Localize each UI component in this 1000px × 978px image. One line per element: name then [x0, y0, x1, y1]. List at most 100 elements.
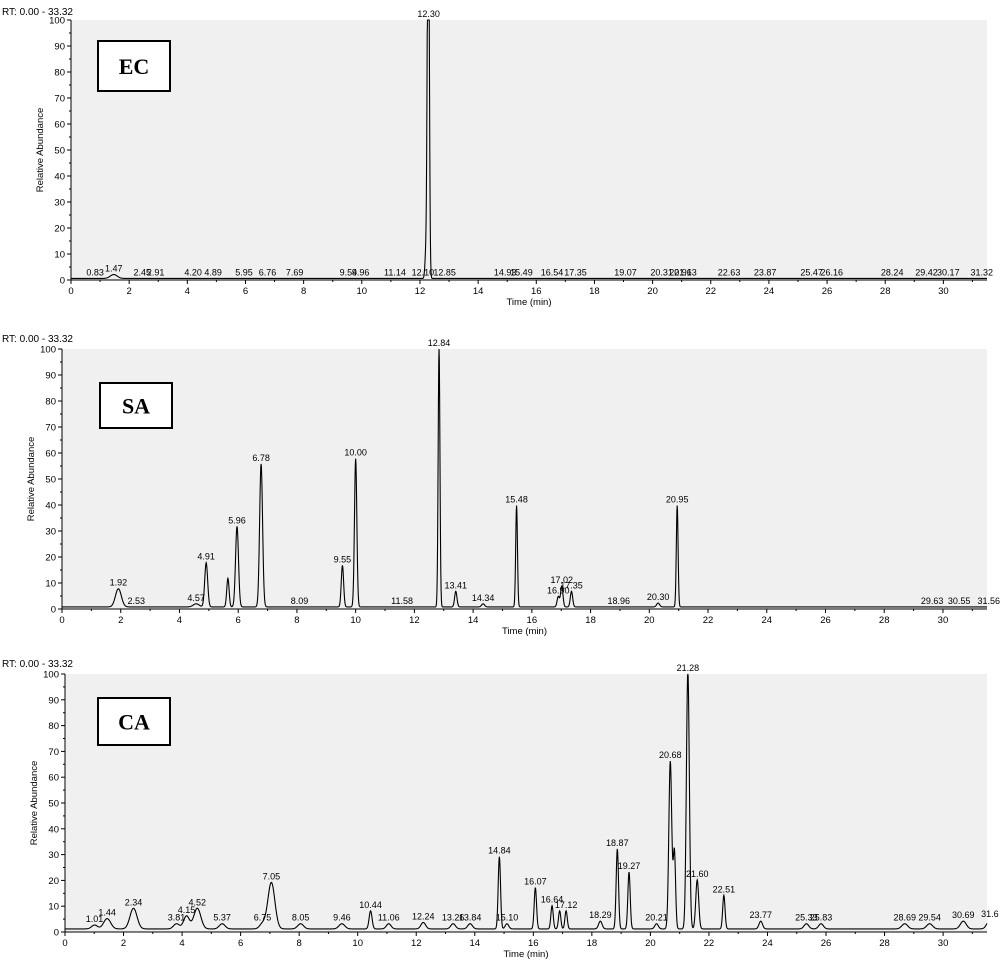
y-tick-label: 0 [60, 276, 65, 287]
peak-label: 11.14 [384, 267, 406, 277]
peak-label: 4.20 [184, 267, 202, 277]
x-tick-label: 28 [880, 286, 891, 297]
y-tick-label: 50 [54, 146, 65, 157]
peak-label: 3.81 [168, 913, 186, 923]
y-tick-label: 90 [48, 695, 59, 706]
x-tick-label: 4 [179, 938, 184, 949]
peak-label: 1.01 [86, 914, 104, 924]
peak-label: 23.77 [749, 910, 772, 920]
x-tick-label: 20 [645, 938, 656, 949]
peak-label: 9.46 [333, 913, 351, 923]
peak-label: 16.54 [541, 267, 564, 277]
peak-label: 14.93 [494, 267, 517, 277]
peak-label: 4.57 [187, 593, 205, 603]
peak-label: 14.34 [472, 593, 495, 603]
x-tick-label: 0 [62, 938, 67, 949]
peak-label: 14.84 [488, 846, 511, 856]
peak-label: 29.42 [915, 267, 938, 277]
peak-label: 2.91 [147, 267, 165, 277]
peak-label: 5.95 [235, 267, 253, 277]
peak-label: 12.84 [428, 338, 451, 348]
peak-label: 11.58 [391, 596, 413, 606]
x-tick-label: 10 [357, 286, 368, 297]
y-tick-label: 60 [45, 449, 56, 460]
peak-label: 2.45 [133, 267, 151, 277]
peak-label: 22.51 [713, 884, 736, 894]
x-tick-label: 14 [468, 615, 479, 626]
x-tick-label: 12 [415, 286, 426, 297]
peak-label: 4.15 [178, 905, 196, 915]
x-tick-label: 2 [127, 286, 132, 297]
y-tick-label: 60 [54, 120, 65, 131]
peak-label: 15.49 [510, 267, 533, 277]
y-tick-label: 50 [45, 475, 56, 486]
peak-label: 28.24 [881, 267, 904, 277]
peak-label: 18.96 [607, 596, 630, 606]
x-tick-label: 24 [764, 286, 775, 297]
x-tick-label: 12 [411, 938, 422, 949]
peak-label: 1.44 [98, 908, 116, 918]
y-tick-label: 90 [54, 42, 65, 53]
peak-label: 23.87 [754, 267, 777, 277]
y-tick-label: 40 [48, 824, 59, 835]
x-tick-label: 8 [301, 286, 306, 297]
peak-label: 25.83 [810, 913, 833, 923]
chromatogram-trace [71, 19, 987, 279]
x-axis-label: Time (min) [506, 297, 551, 308]
rt-range-label: RT: 0.00 - 33.32 [2, 7, 73, 18]
x-tick-label: 30 [938, 938, 949, 949]
peak-label: 29.63 [921, 596, 944, 606]
peak-label: 7.05 [263, 871, 281, 881]
y-tick-label: 10 [45, 579, 56, 590]
x-tick-label: 0 [68, 286, 73, 297]
chromatogram-trace [65, 673, 988, 930]
peak-label: 17.35 [560, 580, 583, 590]
peak-label: 15.48 [505, 495, 528, 505]
peak-label: 8.09 [291, 596, 309, 606]
x-tick-label: 22 [703, 615, 714, 626]
y-tick-label: 50 [48, 799, 59, 810]
peak-label: 20.31 [650, 267, 673, 277]
peak-label: 8.05 [292, 913, 310, 923]
peak-label: 10.44 [359, 900, 382, 910]
peak-label: 30.69 [952, 910, 975, 920]
rt-range-label: RT: 0.00 - 33.32 [2, 334, 73, 345]
peak-label: 20.95 [666, 495, 689, 505]
peak-label: 20.21 [645, 913, 668, 923]
x-tick-label: 10 [350, 615, 361, 626]
chromatogram-trace [62, 348, 987, 608]
peak-label: 5.37 [213, 913, 231, 923]
x-tick-label: 16 [527, 615, 538, 626]
peak-label: 20.68 [659, 750, 682, 760]
peak-label: 6.78 [252, 453, 270, 463]
peak-label: 30.17 [937, 267, 960, 277]
peak-label: 7.69 [286, 267, 304, 277]
y-axis-label: Relative Abundance [29, 761, 40, 846]
x-tick-label: 4 [177, 615, 182, 626]
y-tick-label: 100 [43, 670, 59, 681]
peak-label: 1.47 [105, 264, 123, 274]
peak-label: 17.12 [555, 900, 578, 910]
peak-label: 21.13 [674, 267, 697, 277]
peak-label: 12.85 [433, 267, 456, 277]
x-tick-label: 16 [531, 286, 542, 297]
x-tick-label: 16 [528, 938, 539, 949]
y-tick-label: 10 [48, 902, 59, 913]
peak-label: 13.26 [442, 913, 465, 923]
y-tick-label: 0 [54, 928, 59, 939]
x-axis-label: Time (min) [502, 626, 547, 637]
peak-label: 9.96 [352, 267, 370, 277]
peak-label: 31.56 [977, 596, 1000, 606]
x-tick-label: 20 [647, 286, 658, 297]
x-tick-label: 8 [294, 615, 299, 626]
peak-label: 9.55 [334, 554, 352, 564]
peak-label: 0.83 [86, 267, 104, 277]
peak-label: 6.75 [254, 913, 272, 923]
panel-label-box [97, 40, 171, 92]
peak-label: 10.00 [344, 448, 367, 458]
peak-label: 28.69 [893, 913, 916, 923]
peak-label: 13.41 [445, 580, 468, 590]
peak-label: 19.07 [614, 267, 637, 277]
peak-label: 20.96 [669, 267, 692, 277]
x-tick-label: 30 [938, 615, 949, 626]
